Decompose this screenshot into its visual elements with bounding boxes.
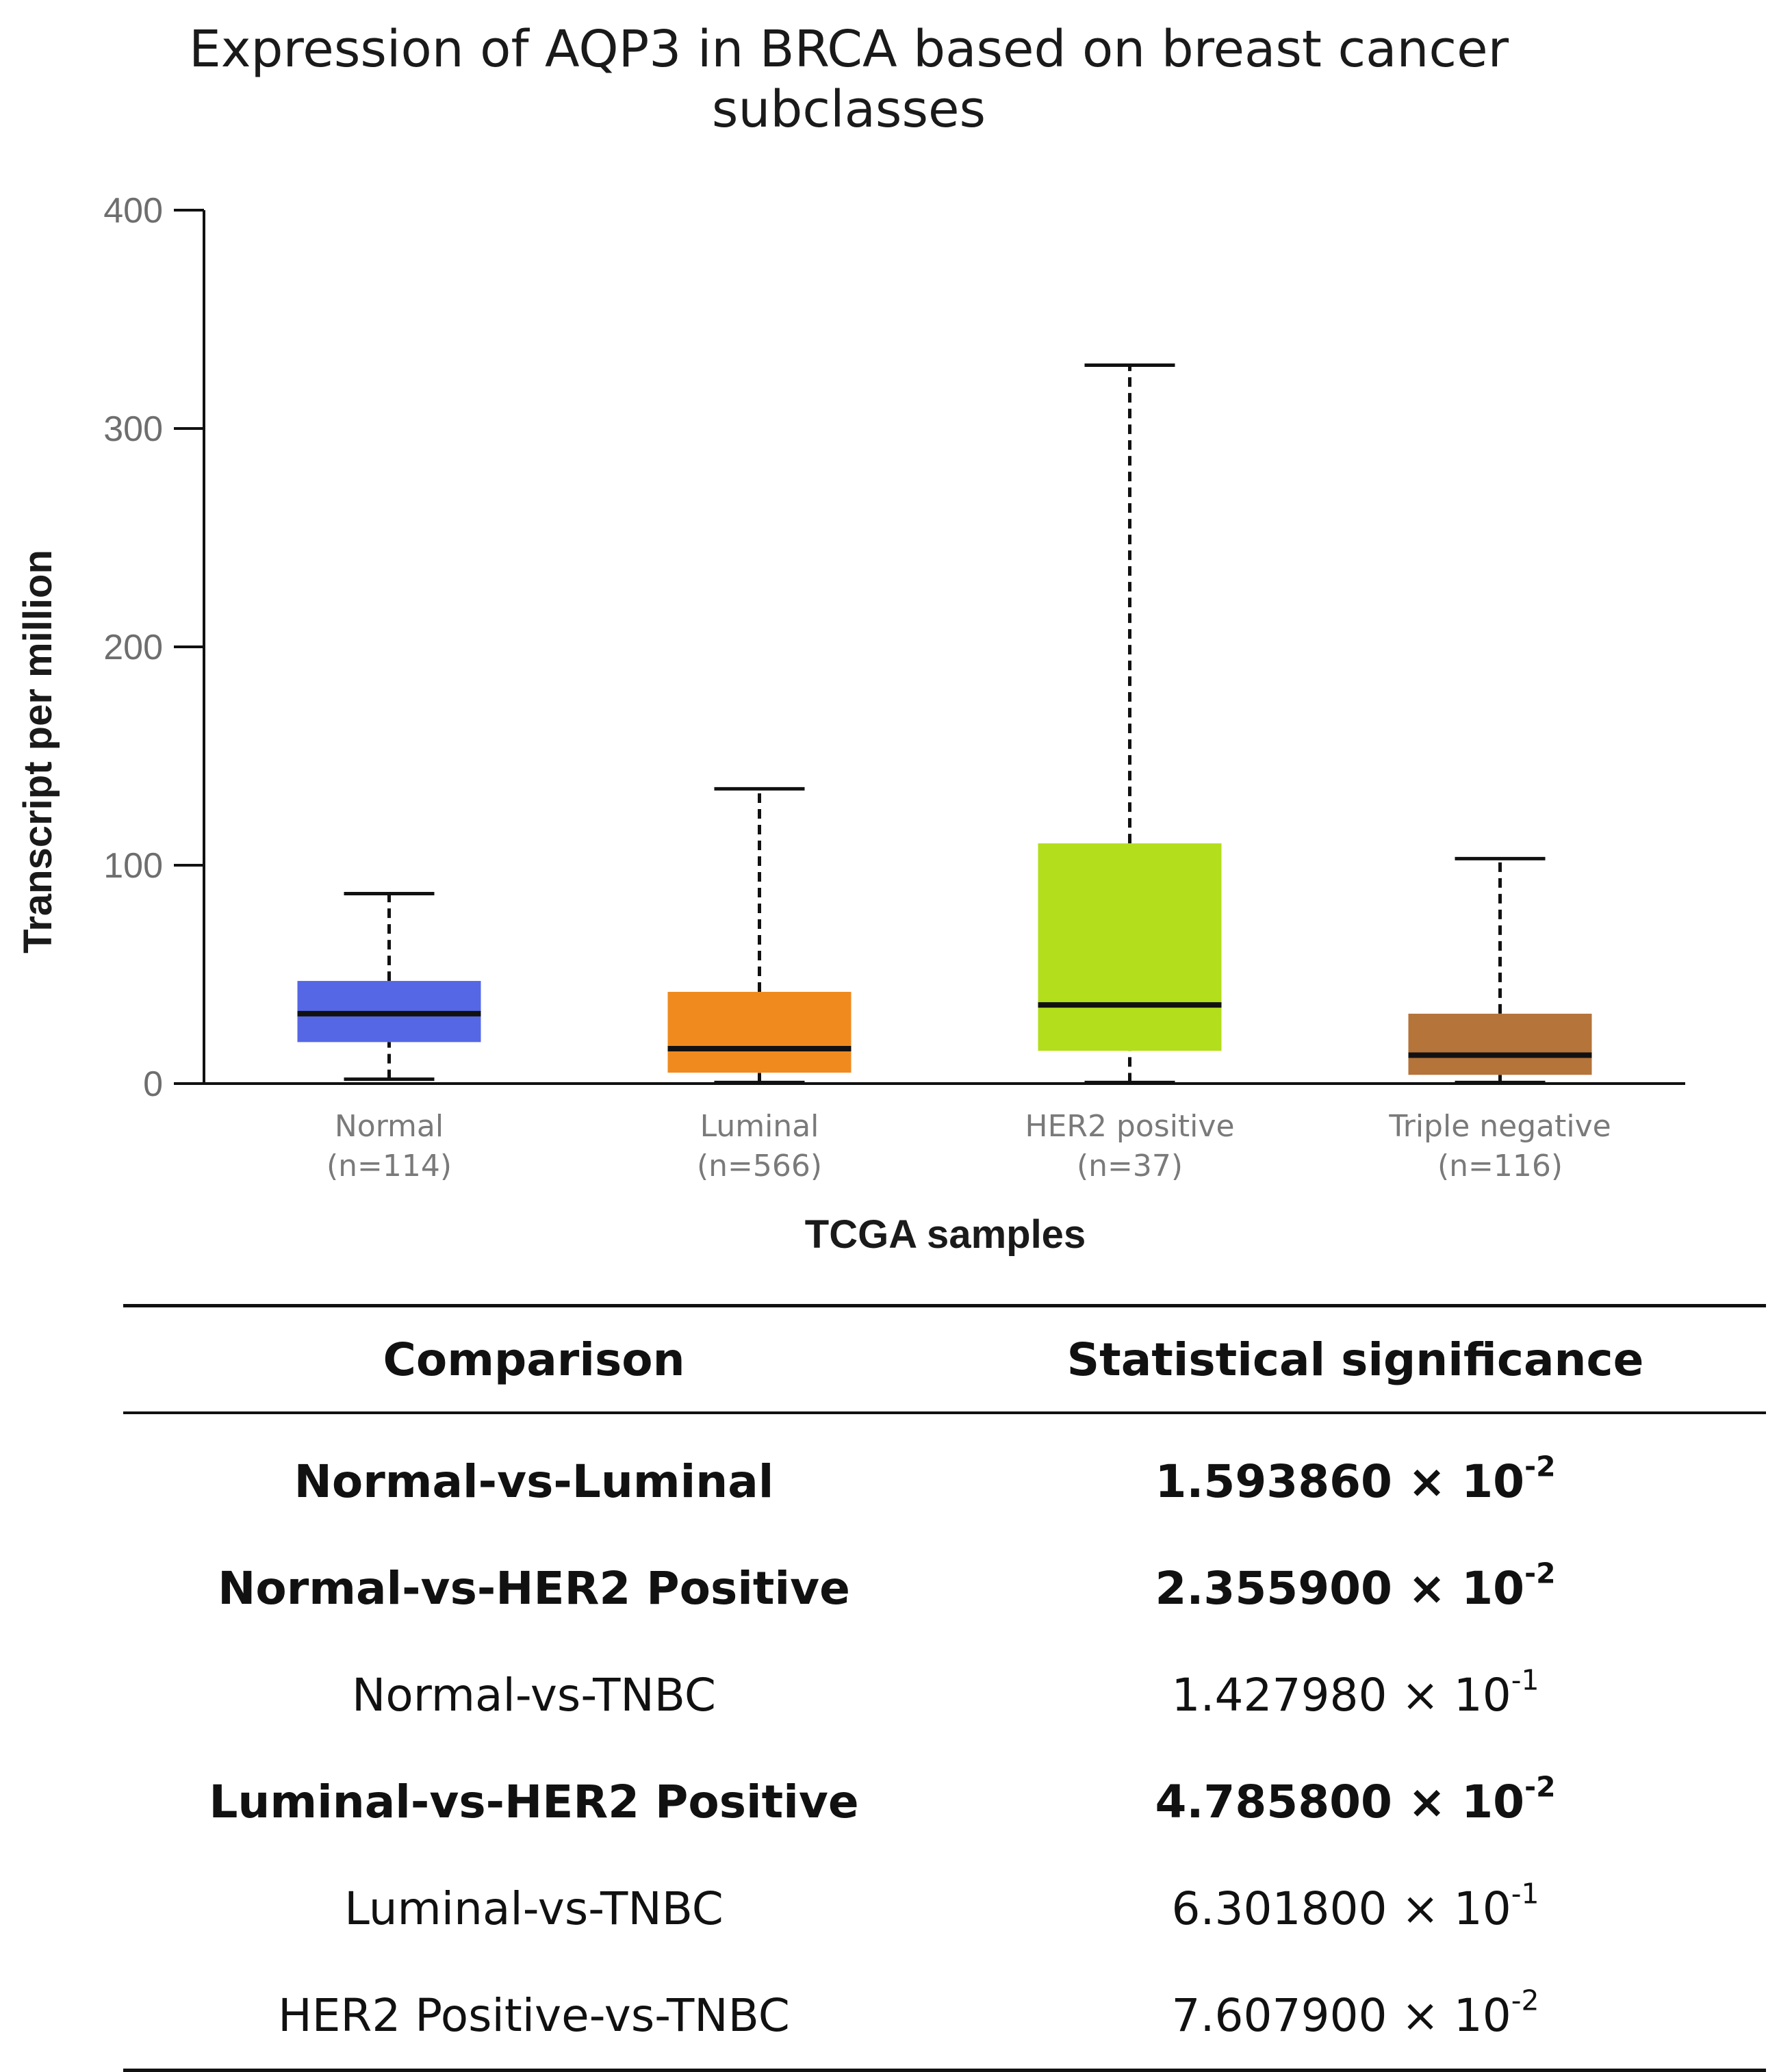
significance-cell: 7.607900 × 10-2 <box>945 1962 1766 2072</box>
significance-cell: 2.355900 × 10-2 <box>945 1535 1766 1641</box>
p-value-exponent: -2 <box>1511 1983 1539 2017</box>
p-value-base: 10 <box>1453 1988 1511 2042</box>
p-value-base: 10 <box>1461 1775 1525 1828</box>
p-value-mantissa: 1.593860 <box>1155 1455 1392 1508</box>
comparison-cell: Luminal-vs-TNBC <box>344 1882 724 1935</box>
table-row: Luminal-vs-TNBC 6.301800 × 10-1 <box>123 1855 1766 1962</box>
comparison-cell: Normal-vs-HER2 Positive <box>218 1561 850 1615</box>
boxplot-chart: Expression of AQP3 in BRCA based on brea… <box>16 20 1685 1257</box>
chart-title-line-2: subclasses <box>712 80 986 139</box>
p-value-mantissa: 2.355900 <box>1155 1561 1392 1615</box>
p-value-base: 10 <box>1461 1561 1525 1615</box>
y-tick-label: 200 <box>103 628 163 667</box>
x-category-labels: Normal (n=114) Luminal (n=566) HER2 positive… <box>327 1109 1611 1184</box>
significance-cell: 1.593860 × 10-2 <box>945 1413 1766 1535</box>
table-body: Normal-vs-Luminal 1.593860 × 10-2 Normal-v… <box>123 1413 1766 2072</box>
table-row: Normal-vs-Luminal 1.593860 × 10-2 <box>123 1413 1766 1535</box>
y-tick-label: 400 <box>103 191 163 231</box>
times-sign: × <box>1392 1561 1462 1615</box>
x-category-count: (n=114) <box>327 1149 452 1184</box>
times-sign: × <box>1387 1668 1454 1722</box>
x-category-count: (n=37) <box>1077 1149 1183 1184</box>
x-category-name: HER2 positive <box>1025 1109 1234 1144</box>
y-tick-label: 100 <box>103 846 163 886</box>
comparison-cell: Normal-vs-TNBC <box>352 1668 716 1722</box>
y-tick-label: 300 <box>103 409 163 449</box>
comparison-cell: HER2 Positive-vs-TNBC <box>123 1962 945 2072</box>
table-row: Normal-vs-HER2 Positive 2.355900 × 10-2 <box>123 1535 1766 1641</box>
times-sign: × <box>1392 1455 1462 1508</box>
p-value-mantissa: 4.785800 <box>1155 1775 1392 1828</box>
y-axis-label: Transcript per million <box>16 550 60 954</box>
y-axis: 0 100 200 300 400 <box>103 191 205 1104</box>
times-sign: × <box>1392 1775 1462 1828</box>
statistics-table: Comparison Statistical significance Norm… <box>123 1304 1766 2072</box>
p-value-base: 10 <box>1453 1882 1511 1935</box>
comparison-cell: Normal-vs-Luminal <box>294 1455 774 1508</box>
p-value-mantissa: 7.607900 <box>1171 1988 1387 2042</box>
p-value-exponent: -2 <box>1524 1449 1556 1483</box>
p-value-base: 10 <box>1453 1668 1511 1722</box>
times-sign: × <box>1387 1882 1454 1935</box>
box-group-normal <box>297 891 481 1082</box>
box-group-her2-positive <box>1038 363 1222 1084</box>
x-axis-label: TCGA samples <box>805 1212 1086 1257</box>
table-row: Luminal-vs-HER2 Positive 4.785800 × 10-2 <box>123 1748 1766 1855</box>
comparison-cell: Luminal-vs-HER2 Positive <box>209 1775 859 1828</box>
table-header-row: Comparison Statistical significance <box>123 1304 1766 1414</box>
p-value-exponent: -2 <box>1524 1769 1556 1803</box>
x-category-count: (n=116) <box>1437 1149 1563 1184</box>
significance-cell: 1.427980 × 10-1 <box>945 1641 1766 1748</box>
significance-cell: 4.785800 × 10-2 <box>945 1748 1766 1855</box>
p-value-mantissa: 1.427980 <box>1171 1668 1387 1722</box>
iqr-box <box>1408 1013 1592 1075</box>
box-group-luminal <box>667 786 852 1084</box>
x-category-count: (n=566) <box>697 1149 822 1184</box>
column-header-significance: Statistical significance <box>945 1304 1766 1414</box>
table-row: Normal-vs-TNBC 1.427980 × 10-1 <box>123 1641 1766 1748</box>
times-sign: × <box>1387 1988 1454 2042</box>
table-row: HER2 Positive-vs-TNBC 7.607900 × 10-2 <box>123 1962 1766 2072</box>
p-value-exponent: -1 <box>1511 1663 1539 1696</box>
y-tick-label: 0 <box>143 1064 163 1104</box>
box-groups <box>297 363 1592 1084</box>
iqr-box <box>667 992 852 1073</box>
x-category-name: Triple negative <box>1388 1109 1611 1144</box>
x-category-name: Luminal <box>700 1109 819 1144</box>
p-value-mantissa: 6.301800 <box>1171 1882 1387 1935</box>
p-value-exponent: -2 <box>1524 1556 1556 1589</box>
p-value-exponent: -1 <box>1511 1876 1539 1910</box>
p-value-base: 10 <box>1461 1455 1525 1508</box>
significance-cell: 6.301800 × 10-1 <box>945 1855 1766 1962</box>
x-category-name: Normal <box>335 1109 444 1144</box>
column-header-comparison: Comparison <box>123 1304 945 1414</box>
iqr-box <box>1038 843 1222 1051</box>
box-group-triple-negative <box>1408 856 1592 1084</box>
chart-title-line-1: Expression of AQP3 in BRCA based on brea… <box>189 20 1509 79</box>
